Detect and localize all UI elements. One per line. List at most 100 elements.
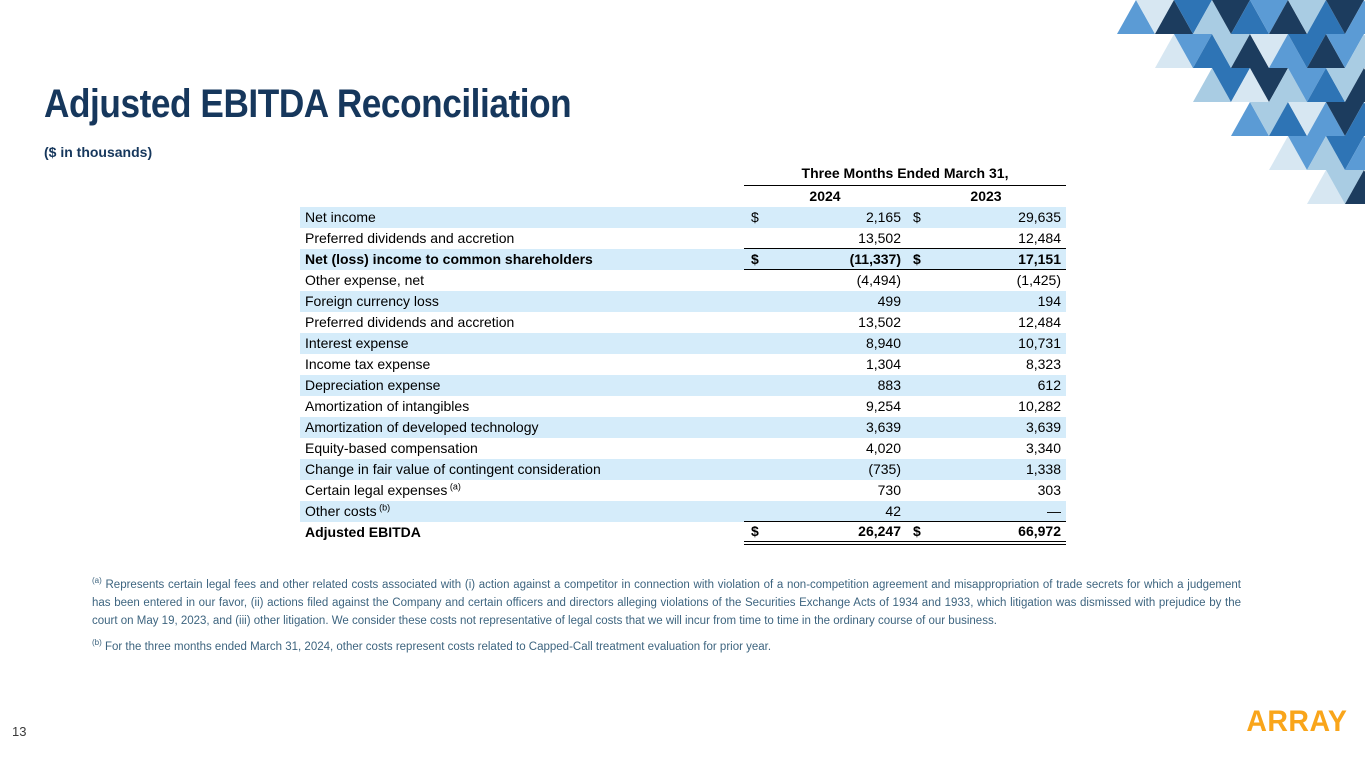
row-value-2024: 9,254 [865, 398, 901, 415]
row-value-2024: 2,165 [770, 206, 906, 228]
row-dollar-2024 [744, 500, 770, 522]
row-dollar-2024: $ [744, 521, 770, 545]
table-row: Net income $2,165 $29,635 [300, 206, 1066, 228]
row-dollar-2024 [744, 312, 770, 333]
row-dollar-2023 [906, 396, 936, 417]
row-label: Adjusted EBITDA [305, 524, 421, 541]
table-row: Amortization of intangibles 9,254 10,282 [300, 396, 1066, 417]
row-label: Interest expense [300, 332, 744, 354]
row-dollar-2023 [906, 290, 936, 312]
footnote-marker: (b) [376, 502, 391, 513]
row-value-2024: (735) [770, 458, 906, 480]
page-number: 13 [12, 724, 27, 739]
row-label: Amortization of developed technology [300, 416, 744, 438]
row-dollar-2023 [906, 332, 936, 354]
footnote: (a) Represents certain legal fees and ot… [92, 576, 1241, 627]
row-dollar-2023: $ [906, 206, 936, 228]
row-dollar-2024: $ [744, 206, 770, 228]
row-value-2024: 4,020 [865, 440, 901, 457]
row-value-2024: 13,502 [858, 229, 901, 246]
row-value-2023: 10,282 [1018, 398, 1061, 415]
row-label: Preferred dividends and accretion [305, 314, 515, 331]
row-value-2023: 194 [936, 290, 1066, 312]
row-value-2023: 612 [936, 374, 1066, 396]
row-dollar-2024 [744, 374, 770, 396]
row-label: Depreciation expense [300, 374, 744, 396]
row-dollar-2024 [744, 396, 770, 417]
table-group-header-row: Three Months Ended March 31, [300, 164, 1066, 186]
array-logo: ARRAY [1245, 705, 1347, 738]
row-dollar-2024 [744, 480, 770, 501]
row-value-2024: 26,247 [770, 521, 906, 545]
subtitle-units: ($ in thousands) [44, 144, 153, 160]
row-value-2023: 3,340 [1025, 440, 1061, 457]
row-value-2023: 29,635 [936, 206, 1066, 228]
row-value-2024: 730 [877, 482, 901, 499]
column-header-2024: 2024 [809, 187, 841, 204]
footnote-marker: (b) [92, 638, 102, 648]
row-value-2023: 303 [1037, 482, 1061, 499]
row-value-2023: 17,151 [936, 248, 1066, 271]
row-dollar-2023: $ [906, 521, 936, 545]
footnote: (b) For the three months ended March 31,… [92, 638, 772, 654]
row-value-2023: — [936, 500, 1066, 522]
table-row: Income tax expense 1,304 8,323 [300, 354, 1066, 375]
row-dollar-2024 [744, 290, 770, 312]
table-row: Adjusted EBITDA $26,247 $66,972 [300, 521, 1066, 545]
row-label: Foreign currency loss [300, 290, 744, 312]
table-year-header-row: 2024 2023 [300, 185, 1066, 207]
row-dollar-2023 [906, 228, 936, 249]
table-row: Interest expense 8,940 10,731 [300, 332, 1066, 354]
row-dollar-2023 [906, 270, 936, 291]
row-value-2023: 1,338 [936, 458, 1066, 480]
row-label: Equity-based compensation [305, 440, 478, 457]
row-value-2023: 12,484 [1018, 229, 1061, 246]
row-value-2024: 499 [770, 290, 906, 312]
row-label: Other costs (b) [300, 500, 744, 522]
table-row: Net (loss) income to common shareholders… [300, 248, 1066, 271]
row-dollar-2023 [906, 374, 936, 396]
row-dollar-2023 [906, 438, 936, 459]
footnote-marker: (a) [92, 576, 102, 586]
triangle-mosaic-decoration [1117, 0, 1365, 204]
row-value-2024: 42 [770, 500, 906, 522]
row-dollar-2024: $ [744, 248, 770, 271]
row-dollar-2023: $ [906, 248, 936, 271]
footnote-marker: (a) [447, 481, 461, 492]
row-value-2024: 3,639 [770, 416, 906, 438]
row-label: Preferred dividends and accretion [305, 230, 515, 247]
row-dollar-2023 [906, 458, 936, 480]
row-value-2023: 12,484 [1018, 314, 1061, 331]
row-value-2023: 66,972 [936, 521, 1066, 545]
row-value-2023: (1,425) [1016, 272, 1061, 289]
row-value-2024: 13,502 [858, 314, 901, 331]
row-value-2023: 10,731 [936, 332, 1066, 354]
ebitda-reconciliation-table: Three Months Ended March 31, 2024 2023 N… [300, 164, 1066, 545]
row-dollar-2023 [906, 480, 936, 501]
row-dollar-2024 [744, 332, 770, 354]
row-label: Income tax expense [305, 356, 431, 373]
group-header: Three Months Ended March 31, [744, 164, 1066, 186]
row-dollar-2023 [906, 416, 936, 438]
row-dollar-2024 [744, 270, 770, 291]
table-row: Amortization of developed technology 3,63… [300, 416, 1066, 438]
row-dollar-2024 [744, 354, 770, 375]
page-title: Adjusted EBITDA Reconciliation [44, 82, 572, 126]
row-label: Amortization of intangibles [305, 398, 470, 415]
table-row: Change in fair value of contingent consi… [300, 458, 1066, 480]
row-value-2024: (11,337) [770, 248, 906, 271]
row-dollar-2024 [744, 416, 770, 438]
row-dollar-2023 [906, 354, 936, 375]
row-dollar-2023 [906, 312, 936, 333]
row-value-2023: 3,639 [936, 416, 1066, 438]
spacer-cell [300, 164, 744, 185]
table-body: Net income $2,165 $29,635 Preferred dividen… [300, 206, 1066, 545]
row-dollar-2023 [906, 500, 936, 522]
table-row: Other expense, net (4,494) (1,425) [300, 270, 1066, 291]
row-value-2023: 8,323 [1025, 356, 1061, 373]
row-value-2024: 1,304 [865, 356, 901, 373]
row-value-2024: 883 [770, 374, 906, 396]
table-row: Preferred dividends and accretion 13,502 1… [300, 312, 1066, 333]
footnotes: (a) Represents certain legal fees and ot… [92, 577, 1241, 657]
